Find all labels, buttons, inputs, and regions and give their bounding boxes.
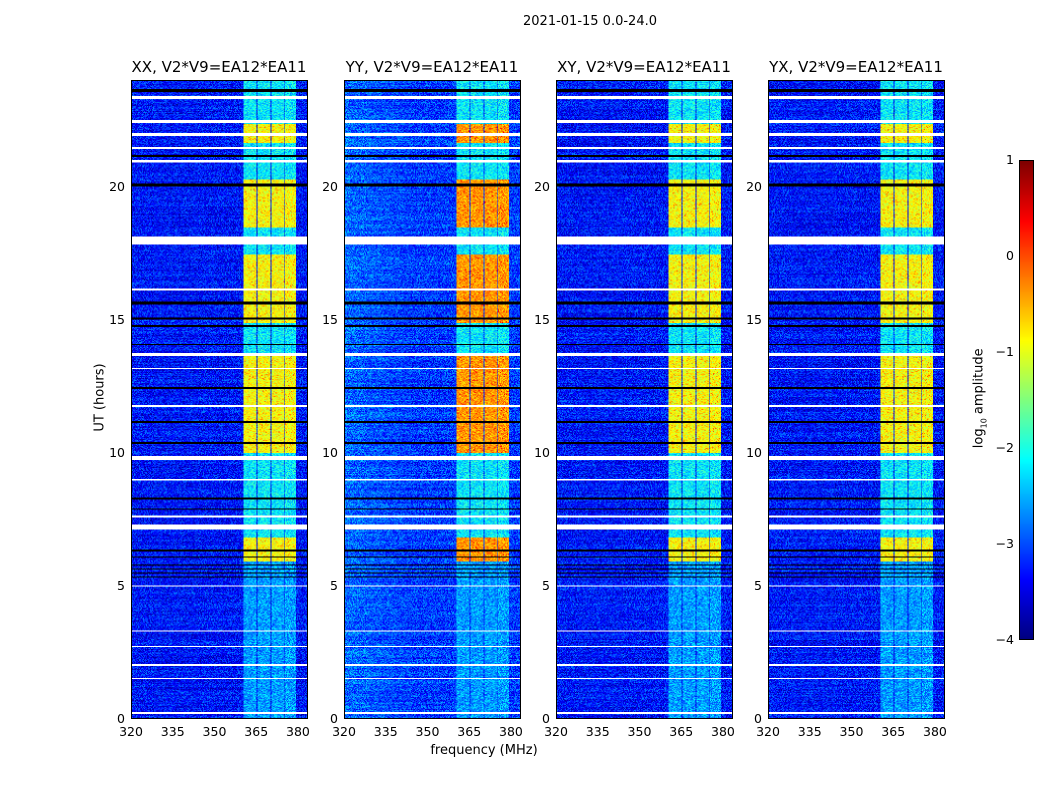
y-tick-label: 15 bbox=[322, 311, 338, 327]
x-tick-label: 365 bbox=[669, 724, 694, 739]
waterfall-panel bbox=[131, 80, 308, 719]
x-tick-label: 335 bbox=[797, 724, 822, 739]
waterfall-heatmap bbox=[345, 81, 520, 718]
y-tick-label: 10 bbox=[322, 444, 338, 460]
panel-title: YX, V2*V9=EA12*EA11 bbox=[769, 58, 943, 76]
y-tick-label: 20 bbox=[746, 178, 762, 194]
x-tick-label: 320 bbox=[756, 724, 780, 739]
panel-title: XX, V2*V9=EA12*EA11 bbox=[131, 58, 307, 76]
y-tick-label: 20 bbox=[322, 178, 338, 194]
waterfall-heatmap bbox=[557, 81, 732, 718]
colorbar bbox=[1019, 160, 1034, 640]
y-tick-label: 0 bbox=[330, 711, 338, 726]
y-tick-label: 20 bbox=[534, 178, 550, 194]
waterfall-panel bbox=[768, 80, 945, 719]
panel-title: XY, V2*V9=EA12*EA11 bbox=[557, 58, 731, 76]
y-tick-label: 5 bbox=[542, 577, 550, 593]
colorbar-tick-label: 0 bbox=[1006, 248, 1014, 263]
y-tick-label: 0 bbox=[754, 711, 762, 726]
x-tick-label: 365 bbox=[457, 724, 482, 739]
y-tick-label: 15 bbox=[534, 311, 550, 327]
y-tick-label: 5 bbox=[117, 577, 125, 593]
colorbar-label: log10 amplitude bbox=[971, 348, 989, 449]
x-tick-label: 380 bbox=[711, 724, 735, 739]
x-tick-label: 380 bbox=[286, 724, 310, 739]
y-tick-label: 0 bbox=[117, 711, 125, 726]
x-tick-label: 350 bbox=[627, 724, 652, 739]
x-tick-label: 380 bbox=[923, 724, 947, 739]
y-tick-label: 5 bbox=[330, 577, 338, 593]
x-tick-label: 365 bbox=[881, 724, 906, 739]
x-axis-label: frequency (MHz) bbox=[430, 743, 538, 758]
x-tick-label: 350 bbox=[415, 724, 440, 739]
y-tick-label: 10 bbox=[746, 444, 762, 460]
y-tick-label: 20 bbox=[109, 178, 125, 194]
colorbar-gradient bbox=[1020, 161, 1033, 639]
colorbar-tick-label: −4 bbox=[995, 632, 1014, 647]
x-tick-label: 335 bbox=[373, 724, 398, 739]
x-tick-label: 320 bbox=[119, 724, 143, 739]
colorbar-tick-label: −3 bbox=[995, 536, 1014, 551]
waterfall-panel bbox=[556, 80, 733, 719]
x-tick-label: 320 bbox=[332, 724, 356, 739]
x-tick-label: 335 bbox=[585, 724, 610, 739]
y-tick-label: 10 bbox=[109, 444, 125, 460]
y-axis-label: UT (hours) bbox=[92, 363, 108, 432]
x-tick-label: 320 bbox=[544, 724, 568, 739]
y-tick-label: 15 bbox=[746, 311, 762, 327]
figure-title: 2021-01-15 0.0-24.0 bbox=[523, 14, 657, 29]
y-tick-label: 5 bbox=[754, 577, 762, 593]
x-tick-label: 365 bbox=[244, 724, 269, 739]
waterfall-panel bbox=[344, 80, 521, 719]
y-tick-label: 10 bbox=[534, 444, 550, 460]
colorbar-tick-label: −1 bbox=[995, 344, 1014, 359]
y-tick-label: 15 bbox=[109, 311, 125, 327]
waterfall-heatmap bbox=[132, 81, 307, 718]
colorbar-tick-label: −2 bbox=[995, 440, 1014, 455]
colorbar-tick-label: 1 bbox=[1006, 152, 1014, 167]
waterfall-heatmap bbox=[769, 81, 944, 718]
x-tick-label: 335 bbox=[160, 724, 185, 739]
x-tick-label: 350 bbox=[202, 724, 227, 739]
panel-title: YY, V2*V9=EA12*EA11 bbox=[345, 58, 519, 76]
y-tick-label: 0 bbox=[542, 711, 550, 726]
x-tick-label: 350 bbox=[839, 724, 864, 739]
x-tick-label: 380 bbox=[499, 724, 523, 739]
